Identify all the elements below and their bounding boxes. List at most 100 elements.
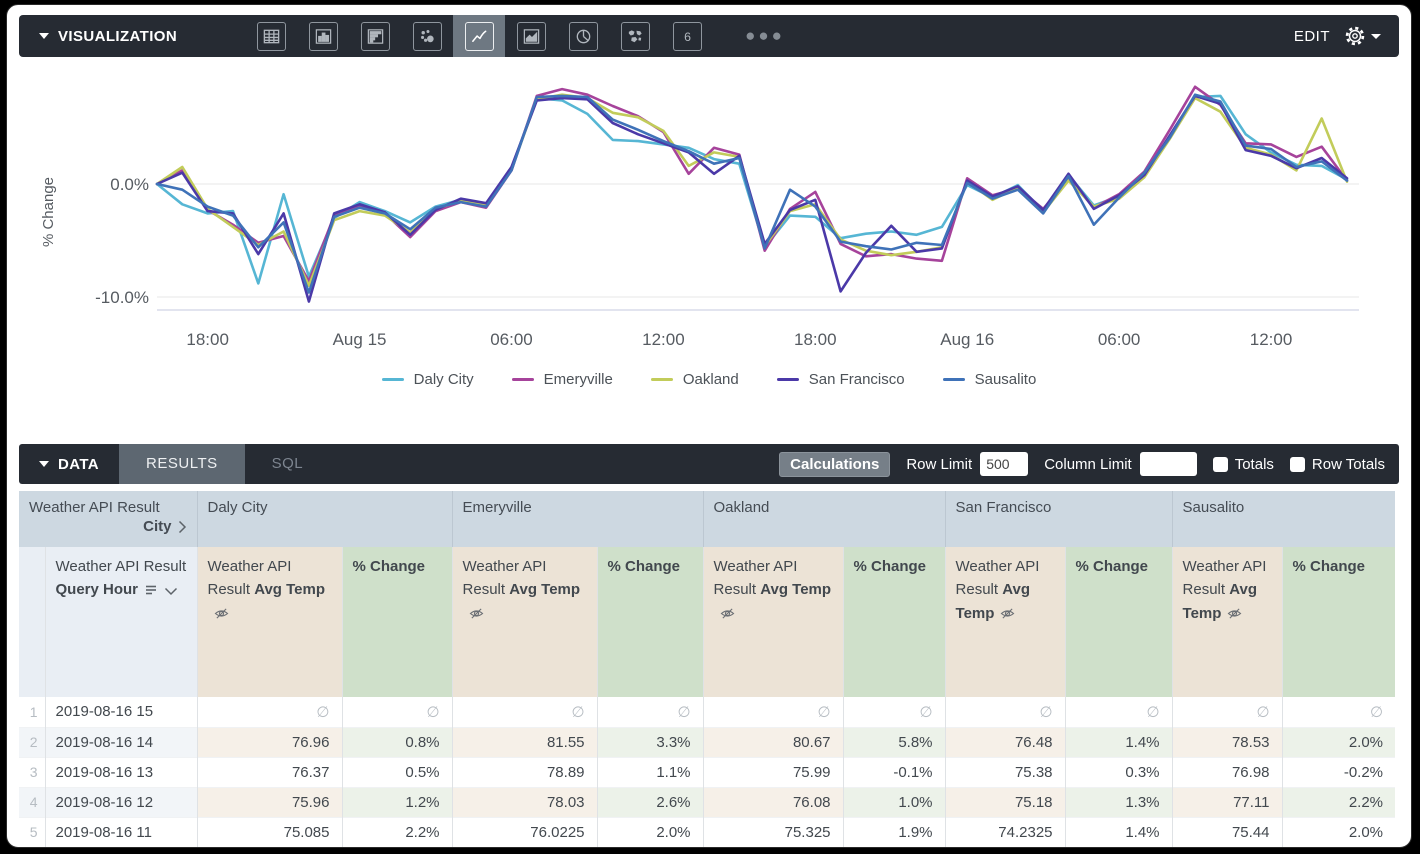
line-chart-panel: 0.0% -10.0% % Change 18:00 Aug 15 06:00 12:00 1… — [19, 57, 1399, 396]
pct-change-cell: 3.3% — [596, 727, 704, 757]
line-chart-icon — [464, 21, 494, 51]
legend-item[interactable]: Oakland — [650, 371, 739, 388]
dimension-header-line1: Weather API Result — [29, 499, 160, 516]
table-icon — [256, 21, 286, 51]
viz-type-scatter-button[interactable] — [401, 15, 453, 57]
column-header-avg-temp[interactable]: Weather API Result Avg Temp — [196, 547, 342, 697]
column-header-avg-temp[interactable]: Weather API Result Avg Temp — [1171, 547, 1283, 697]
viz-type-table-button[interactable] — [245, 15, 297, 57]
avg-temp-cell: 75.38 — [944, 757, 1066, 787]
pct-change-cell: -0.1% — [842, 757, 946, 787]
tab-results[interactable]: RESULTS — [119, 444, 245, 484]
visualization-section-toggle[interactable]: VISUALIZATION — [19, 28, 197, 45]
row-limit-input[interactable] — [980, 452, 1029, 476]
svg-text:12:00: 12:00 — [642, 330, 685, 349]
app-window: VISUALIZATION 6 ●●● EDIT 0.0% -10.0% % Cha… — [6, 4, 1412, 848]
column-header-pct-change[interactable]: % Change — [1064, 547, 1173, 697]
row-number: 2 — [19, 727, 45, 757]
column-header-city[interactable]: Sausalito — [1171, 491, 1396, 547]
column-header-avg-temp[interactable]: Weather API Result Avg Temp — [944, 547, 1066, 697]
scatter-plot-icon — [412, 21, 442, 51]
legend-item[interactable]: Emeryville — [511, 371, 613, 388]
svg-text:6: 6 — [684, 29, 691, 43]
pct-change-cell: 0.3% — [1064, 757, 1173, 787]
row-limit-label: Row Limit — [906, 455, 973, 473]
viz-type-line-button[interactable] — [453, 15, 506, 57]
legend-item[interactable]: Daly City — [381, 371, 474, 388]
svg-text:% Change: % Change — [40, 177, 57, 247]
pct-change-cell: ∅ — [341, 697, 453, 727]
data-section-toggle[interactable]: DATA — [19, 456, 119, 473]
pct-change-cell: 5.8% — [842, 727, 946, 757]
pct-change-cell: 0.8% — [341, 727, 453, 757]
table-row: 1 2019-08-16 15 ∅ ∅ ∅ ∅ ∅ ∅ ∅ ∅ ∅ ∅ — [19, 697, 1396, 727]
pct-change-name: % Change — [352, 558, 426, 575]
avg-temp-prefix: Weather API Result — [713, 558, 798, 599]
table-row: 3 2019-08-16 13 76.37 0.5% 78.89 1.1% 75.99 -0.… — [19, 757, 1396, 787]
svg-text:0.0%: 0.0% — [110, 175, 149, 194]
single-value-icon: 6 — [672, 21, 702, 51]
legend-item[interactable]: Sausalito — [942, 371, 1036, 388]
column-header-dimension-city[interactable]: Weather API Result City — [19, 491, 197, 547]
row-number: 3 — [19, 757, 45, 787]
legend-item[interactable]: San Francisco — [776, 370, 905, 388]
viz-type-single-value-button[interactable]: 6 — [661, 15, 713, 57]
caret-down-icon — [39, 461, 49, 467]
svg-text:Aug 16: Aug 16 — [940, 330, 994, 349]
hidden-field-icon — [214, 607, 228, 619]
pct-change-cell: ∅ — [1281, 697, 1396, 727]
tab-sql[interactable]: SQL — [271, 455, 304, 472]
column-header-pct-change[interactable]: % Change — [1281, 547, 1396, 697]
legend-label: San Francisco — [808, 370, 905, 388]
svg-text:18:00: 18:00 — [186, 330, 229, 349]
table-row: 5 2019-08-16 11 75.085 2.2% 76.0225 2.0% 75.32… — [19, 817, 1396, 847]
calculations-button[interactable]: Calculations — [779, 451, 891, 477]
svg-text:-10.0%: -10.0% — [95, 288, 149, 307]
viz-type-bar-button[interactable] — [349, 15, 401, 57]
totals-toggle[interactable]: Totals — [1212, 456, 1274, 473]
column-header-query-hour[interactable]: Weather API Result Query Hour — [44, 547, 197, 697]
row-totals-checkbox[interactable] — [1289, 456, 1305, 472]
avg-temp-cell: ∅ — [944, 697, 1066, 727]
column-header-city[interactable]: Oakland — [702, 491, 946, 547]
legend-swatch — [511, 377, 534, 381]
svg-text:Aug 15: Aug 15 — [333, 330, 387, 349]
viz-settings-button[interactable] — [1344, 25, 1381, 47]
dimension-header-bold: City — [143, 518, 172, 535]
visualization-toolbar: VISUALIZATION 6 ●●● EDIT — [19, 15, 1399, 57]
table-row: 2 2019-08-16 14 76.96 0.8% 81.55 3.3% 80.67 5.8… — [19, 727, 1396, 757]
hidden-field-icon — [720, 607, 734, 619]
column-header-pct-change[interactable]: % Change — [596, 547, 704, 697]
column-header-avg-temp[interactable]: Weather API Result Avg Temp — [451, 547, 598, 697]
avg-temp-name: Avg Temp — [509, 581, 581, 599]
pct-change-cell: 1.1% — [596, 757, 704, 787]
avg-temp-prefix: Weather API Result — [955, 558, 1040, 599]
viz-type-column-button[interactable] — [297, 15, 349, 57]
viz-type-map-button[interactable] — [609, 15, 661, 57]
column-limit-input[interactable] — [1139, 452, 1197, 476]
column-header-city[interactable]: San Francisco — [944, 491, 1173, 547]
column-header-city[interactable]: Daly City — [196, 491, 453, 547]
column-header-city[interactable]: Emeryville — [451, 491, 704, 547]
avg-temp-cell: 76.96 — [196, 727, 342, 757]
avg-temp-name: Avg Temp — [955, 581, 1030, 622]
pct-change-cell: 1.0% — [842, 787, 946, 817]
legend-swatch — [650, 377, 673, 381]
viz-type-pie-button[interactable] — [557, 15, 609, 57]
column-header-avg-temp[interactable]: Weather API Result Avg Temp — [702, 547, 844, 697]
pct-change-cell: 1.2% — [341, 787, 453, 817]
pct-change-name: % Change — [1292, 558, 1366, 575]
avg-temp-cell: 77.11 — [1171, 787, 1283, 817]
edit-button[interactable]: EDIT — [1293, 27, 1330, 45]
totals-checkbox[interactable] — [1212, 456, 1228, 472]
column-header-pct-change[interactable]: % Change — [842, 547, 946, 697]
viz-type-area-button[interactable] — [505, 15, 557, 57]
row-totals-toggle[interactable]: Row Totals — [1289, 456, 1385, 473]
line-chart: 0.0% -10.0% % Change 18:00 Aug 15 06:00 12:00 1… — [40, 85, 1359, 349]
column-header-pct-change[interactable]: % Change — [341, 547, 453, 697]
pct-change-cell: 1.4% — [1064, 817, 1173, 847]
legend-swatch — [776, 377, 799, 381]
hidden-field-icon — [1228, 607, 1242, 619]
caret-down-icon — [1371, 33, 1381, 39]
more-viz-types-button[interactable]: ●●● — [745, 26, 785, 45]
